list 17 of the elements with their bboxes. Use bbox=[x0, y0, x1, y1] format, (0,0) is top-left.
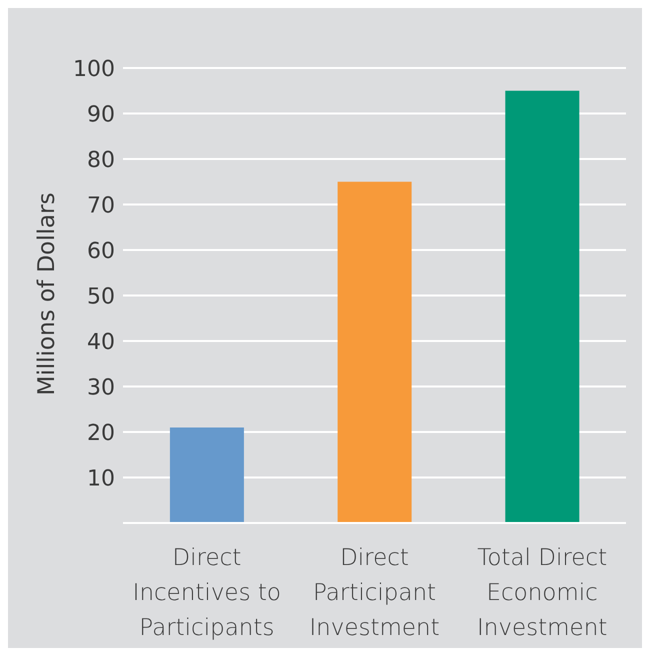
bar bbox=[170, 427, 244, 523]
y-tick-label: 90 bbox=[87, 102, 115, 128]
bar bbox=[505, 90, 580, 523]
y-tick-label: 100 bbox=[73, 56, 115, 82]
y-tick-label: 30 bbox=[87, 375, 115, 400]
y-tick-label: 10 bbox=[87, 466, 115, 492]
y-tick-label: 20 bbox=[87, 420, 115, 446]
x-tick-label: Direct Incentives to Participants bbox=[132, 545, 281, 641]
y-tick-label: 50 bbox=[87, 284, 115, 310]
y-tick-label: 80 bbox=[87, 148, 115, 173]
y-axis-title: Millions of Dollars bbox=[34, 192, 60, 396]
y-tick-label: 40 bbox=[87, 330, 115, 355]
y-tick-label: 60 bbox=[87, 238, 115, 264]
bar bbox=[338, 182, 412, 523]
x-tick-label: Direct Participant Investment bbox=[309, 545, 440, 641]
y-tick-label: 70 bbox=[87, 193, 115, 218]
x-tick-label: Total Direct Economic Investment bbox=[477, 545, 608, 641]
